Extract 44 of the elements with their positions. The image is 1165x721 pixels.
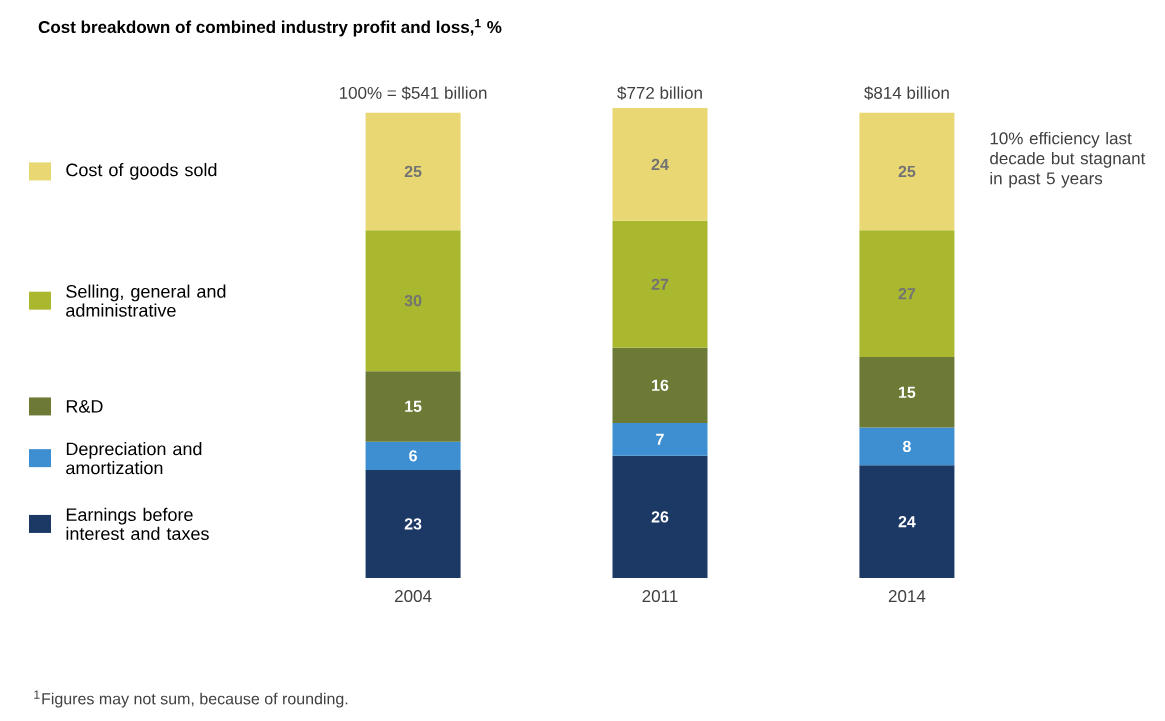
bar (859, 465, 955, 578)
text: $^{1}$Figures may not sum, because of rounding. (34, 690, 348, 708)
data-label: 25 (898, 165, 916, 178)
bar (859, 357, 955, 428)
data-label: 24 (651, 158, 669, 170)
bar (365, 371, 461, 442)
data-label: 8 (902, 440, 911, 453)
bar (612, 347, 708, 423)
annotation: $814 billion (864, 86, 949, 100)
legend-label: R&D (66, 400, 103, 413)
bar (859, 427, 955, 466)
bar (365, 469, 461, 578)
data-label: 25 (404, 165, 422, 178)
annotation: $772 billion (617, 86, 702, 100)
data-label: 7 (656, 433, 664, 445)
data-label: 30 (404, 295, 422, 307)
data-label: 15 (405, 400, 422, 413)
data-label: 27 (651, 278, 669, 290)
data-label: 15 (899, 386, 916, 398)
bar (612, 455, 708, 578)
bar (612, 220, 708, 348)
legend-label: Depreciation and amortization (66, 442, 202, 475)
x-tick-label: 2014 (888, 590, 926, 603)
x-tick-label: 2011 (642, 590, 678, 603)
data-label: 24 (898, 516, 916, 528)
bar (365, 112, 461, 231)
legend-label: Cost of goods sold (66, 163, 217, 180)
annotation: 100% = $541 billion (339, 86, 487, 100)
x-tick-label: 2004 (395, 590, 432, 603)
bar (859, 230, 955, 358)
bar (612, 422, 708, 456)
data-label: 6 (409, 450, 417, 462)
data-label: 23 (404, 518, 422, 530)
data-label: 27 (898, 288, 916, 300)
legend-label: Earnings before interest and taxes (66, 507, 209, 541)
data-label: 26 (651, 511, 669, 523)
bar (365, 230, 461, 372)
annotation: 10% efficiency last decade but stagnant in past 5 years (990, 131, 1146, 188)
bar (365, 441, 461, 470)
chart-title: Cost breakdown of combined industry profit and loss,$^{1}$ % (38, 19, 502, 37)
legend-label: Selling, general and administrative (66, 284, 226, 317)
bar (859, 112, 955, 231)
bar (612, 107, 708, 221)
data-label: 16 (652, 379, 669, 391)
